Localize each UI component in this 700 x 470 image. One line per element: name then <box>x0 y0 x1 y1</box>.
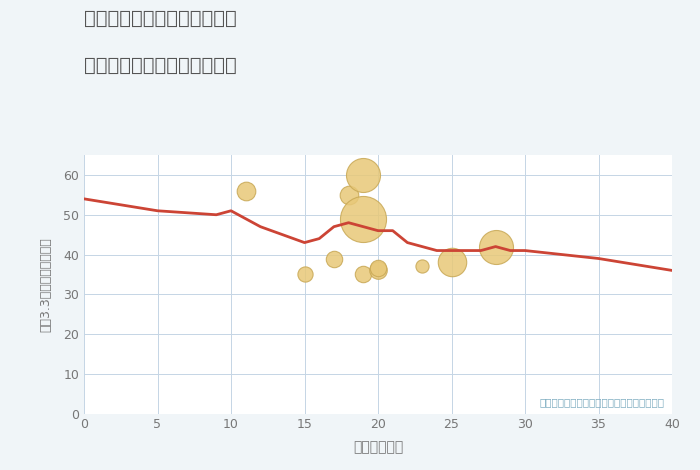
Text: 築年数別中古マンション価格: 築年数別中古マンション価格 <box>84 56 237 75</box>
Point <box>372 266 384 274</box>
Point <box>299 271 310 278</box>
Point <box>358 171 369 179</box>
Point <box>328 255 339 262</box>
Y-axis label: 坪（3.3㎡）単価（万円）: 坪（3.3㎡）単価（万円） <box>39 237 52 332</box>
Text: 円の大きさは、取引のあった物件面積を示す: 円の大きさは、取引のあった物件面積を示す <box>540 398 665 407</box>
Point <box>358 215 369 222</box>
Point <box>372 265 384 272</box>
Point <box>416 263 428 270</box>
Point <box>490 243 501 251</box>
Point <box>240 187 251 195</box>
Point <box>343 191 354 199</box>
X-axis label: 築年数（年）: 築年数（年） <box>353 440 403 454</box>
Text: 兵庫県姫路市飾磨区上野田の: 兵庫県姫路市飾磨区上野田の <box>84 9 237 28</box>
Point <box>446 258 457 266</box>
Point <box>358 271 369 278</box>
